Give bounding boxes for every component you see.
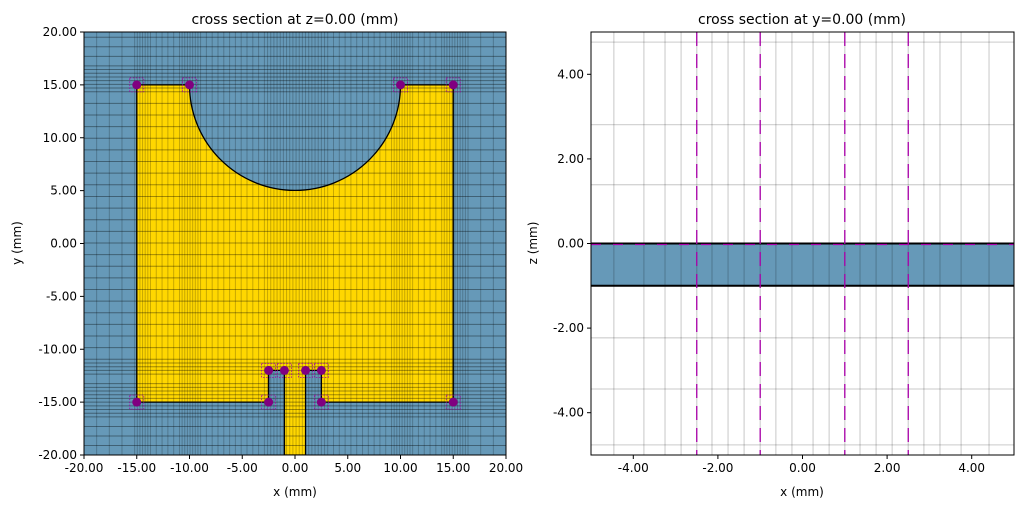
y-tick-label: 4.00: [557, 67, 584, 81]
y-tick-label: 20.00: [43, 25, 77, 39]
x-tick-label: 15.00: [436, 461, 470, 475]
substrate: [591, 243, 1014, 286]
port-marker: [185, 80, 194, 90]
port-marker: [132, 80, 142, 90]
port-box: [313, 394, 329, 410]
y-tick-label: -15.00: [38, 395, 77, 409]
y-tick-label: -2.00: [553, 321, 584, 335]
port-box: [298, 362, 313, 378]
y-tick-label: 0.00: [557, 237, 584, 251]
right-axes: -4.00 -2.00 0.00 2.00 4.00 -4.00 -2.00 0.00 2.00…: [553, 31, 1015, 475]
port-box: [313, 362, 329, 378]
port-box: [261, 394, 277, 410]
port-marker: [396, 80, 405, 90]
port-box: [445, 394, 461, 410]
port-marker: [316, 397, 326, 407]
x-tick-label: -15.00: [117, 461, 156, 475]
y-tick-label: 10.00: [43, 131, 77, 145]
right-title: cross section at y=0.00 (mm): [698, 12, 906, 28]
x-tick-label: -20.00: [65, 461, 104, 475]
port-box: [182, 77, 197, 93]
y-tick-label: -5.00: [46, 289, 77, 303]
port-marker: [264, 397, 274, 407]
x-tick-label: 5.00: [334, 461, 361, 475]
port-box: [261, 362, 277, 378]
y-tick-label: -10.00: [38, 342, 77, 356]
port-marker: [264, 365, 274, 375]
x-tick-label: 0.00: [282, 461, 309, 475]
x-tick-label: 2.00: [874, 461, 901, 475]
right-xlabel: x (mm): [780, 485, 824, 499]
port-box: [129, 394, 145, 410]
y-tick-label: -4.00: [553, 406, 584, 420]
x-tick-label: -5.00: [227, 461, 258, 475]
x-tick-label: 0.00: [789, 461, 816, 475]
port-box: [393, 77, 408, 93]
x-tick-label: 10.00: [383, 461, 417, 475]
x-tick-label: -10.00: [170, 461, 209, 475]
y-tick-label: 15.00: [43, 78, 77, 92]
left-ylabel: y (mm): [10, 221, 24, 265]
left-axes: -20.00 -15.00 -10.00 -5.00 0.00 5.00 10.00 15.0…: [38, 25, 523, 475]
port-box: [129, 77, 145, 93]
plot-area: [591, 32, 1014, 455]
right-ylabel: z (mm): [526, 222, 540, 265]
port-marker: [448, 397, 458, 407]
x-tick-label: -2.00: [702, 461, 733, 475]
port-box: [445, 77, 461, 93]
port-marker: [301, 365, 311, 375]
x-tick-label: 4.00: [958, 461, 985, 475]
port-marker: [448, 80, 458, 90]
y-tick-label: -20.00: [38, 448, 77, 462]
port-marker: [316, 365, 326, 375]
port-marker: [279, 365, 289, 375]
y-tick-label: 2.00: [557, 152, 584, 166]
left-xlabel: x (mm): [273, 485, 317, 499]
port-marker: [132, 397, 142, 407]
y-tick-label: 0.00: [50, 237, 77, 251]
y-tick-label: 5.00: [50, 184, 77, 198]
x-tick-label: 20.00: [489, 461, 523, 475]
plot-area: [84, 32, 506, 455]
port-box: [277, 362, 292, 378]
left-title: cross section at z=0.00 (mm): [191, 12, 398, 28]
x-tick-label: -4.00: [618, 461, 649, 475]
